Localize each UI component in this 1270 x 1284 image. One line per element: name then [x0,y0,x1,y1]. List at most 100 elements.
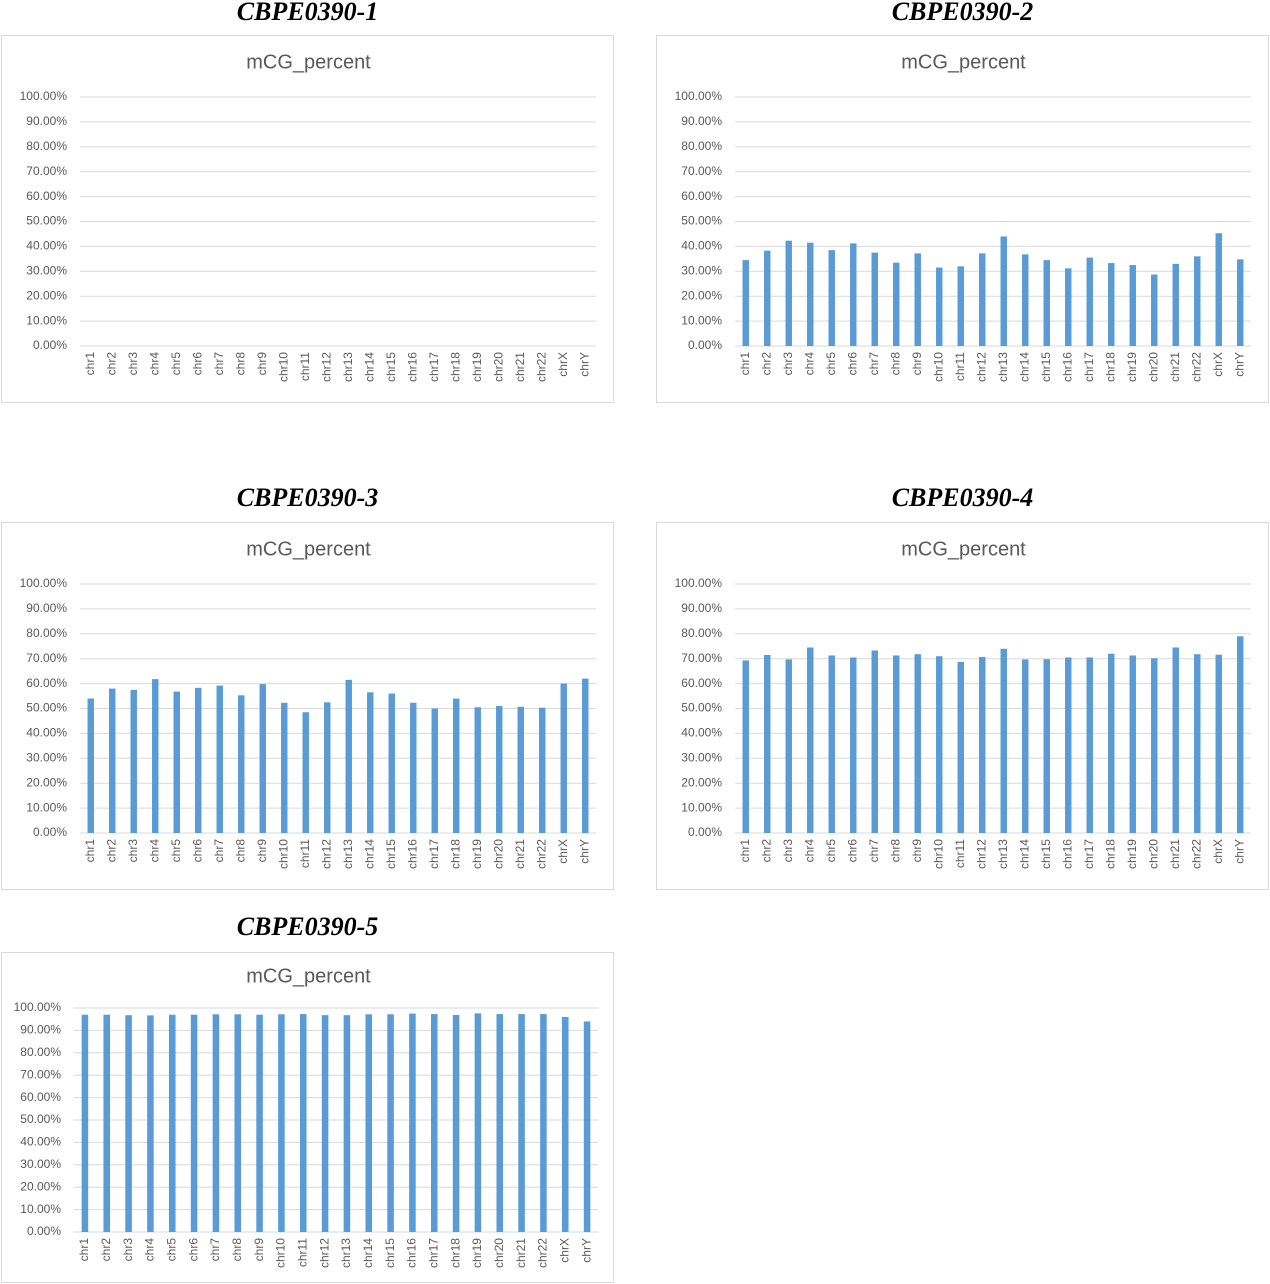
x-tick-label: chr2 [104,839,118,863]
x-tick-label: chr4 [802,352,816,376]
x-tick-label: chr3 [126,839,140,863]
x-tick-label: chrX [1211,839,1225,864]
y-tick-label: 90.00% [681,601,722,615]
bar [1172,263,1179,346]
y-tick-label: 100.00% [14,1000,62,1014]
bar [173,691,180,833]
y-tick-label: 60.00% [26,676,67,690]
chart-title: mCG_percent [901,51,1026,73]
x-tick-label: chr22 [534,352,548,382]
x-tick-label: chr7 [867,352,881,376]
x-tick-label: chr1 [83,839,97,863]
x-tick-label: chr18 [1103,839,1117,869]
x-tick-label: chr9 [252,1238,266,1262]
x-tick-label: chr15 [383,1238,397,1268]
x-tick-label: chr17 [1082,839,1096,869]
x-tick-label: chr14 [362,352,376,382]
bar [1215,233,1222,346]
x-tick-label: chrY [577,352,591,377]
x-tick-label: chr15 [384,839,398,869]
bar [409,1013,416,1232]
y-tick-label: 40.00% [20,1135,61,1149]
bar [518,1014,525,1232]
x-tick-label: chr22 [536,1238,550,1268]
bar [410,702,417,833]
x-tick-label: chrX [556,352,570,377]
x-tick-label: chr8 [233,352,247,376]
bar [1194,654,1201,833]
bar [850,657,857,833]
x-tick-label: chr11 [953,839,967,868]
x-tick-label: chr20 [1146,352,1160,382]
x-tick-label: chr12 [319,352,333,382]
bar [742,660,749,833]
bar [540,1014,547,1232]
bar [1043,659,1050,833]
bar [1086,257,1093,346]
x-tick-label: chr1 [83,352,97,376]
bar [453,698,460,833]
bar [1086,657,1093,833]
y-tick-label: 0.00% [27,1224,61,1238]
bar [807,647,814,833]
bar [785,240,792,346]
x-tick-label: chr6 [845,352,859,376]
y-tick-label: 0.00% [688,338,722,352]
chart-frame [656,35,1269,403]
y-tick-label: 20.00% [26,775,67,789]
bar [431,708,438,833]
y-tick-label: 100.00% [20,89,68,103]
y-tick-label: 50.00% [681,701,722,715]
bar [103,1014,111,1232]
x-tick-label: chr12 [974,352,988,382]
bar [234,1014,242,1232]
x-tick-label: chr17 [426,1238,440,1268]
y-tick-label: 20.00% [26,288,67,302]
bar [979,656,986,833]
x-tick-label: chr22 [1189,352,1203,382]
bar [1237,259,1244,346]
bar [957,661,964,833]
bar [979,253,986,346]
bar [1022,254,1029,346]
x-tick-label: chr16 [1060,839,1074,869]
y-tick-label: 50.00% [26,701,67,715]
bar [125,1015,132,1232]
bar [281,702,288,833]
y-tick-label: 70.00% [20,1067,61,1081]
x-tick-label: chrY [579,1238,593,1263]
y-tick-label: 30.00% [26,750,67,764]
bar [936,656,943,833]
x-tick-label: chr20 [492,1238,506,1268]
x-tick-label: chr6 [190,839,204,863]
bar [1000,236,1007,346]
bar [1022,659,1029,833]
bar [785,659,792,833]
bar [517,706,524,833]
bar [81,1014,89,1232]
x-tick-label: chr19 [1125,839,1139,869]
x-tick-label: chr4 [147,352,161,376]
chart-heading: CBPE0390-5 [237,912,379,941]
x-tick-label: chr5 [164,1238,178,1262]
bar [168,1014,176,1232]
x-tick-label: chr18 [448,1238,462,1268]
y-tick-label: 0.00% [688,825,722,839]
x-tick-label: chr19 [470,1238,484,1268]
y-tick-label: 10.00% [681,800,722,814]
y-tick-label: 100.00% [20,576,68,590]
bar [152,679,159,833]
x-tick-label: chr21 [514,1238,528,1268]
x-tick-label: chr14 [1017,352,1031,382]
x-tick-label: chr13 [339,1238,353,1268]
chart-frame [1,35,614,403]
x-tick-label: chr20 [491,839,505,869]
bar [1151,658,1158,833]
bar [539,707,546,833]
bar [893,262,900,346]
chart-title: mCG_percent [901,538,1026,560]
bar [452,1014,460,1232]
bar [238,695,245,833]
y-tick-label: 10.00% [26,313,67,327]
y-tick-label: 80.00% [681,626,722,640]
